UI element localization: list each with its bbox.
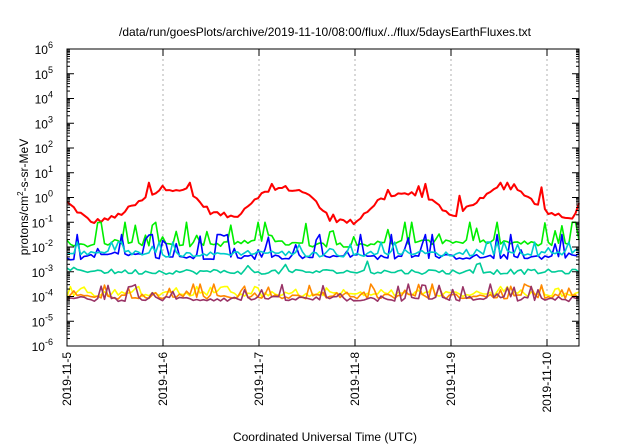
- y-tick-label: 10-2: [32, 238, 53, 255]
- y-tick-base: 10: [35, 192, 49, 206]
- y-tick-label: 100: [35, 189, 53, 206]
- y-tick-base: 10: [35, 68, 49, 82]
- y-axis: 10610510410310210110010-110-210-310-410-…: [32, 40, 579, 354]
- y-tick-base: 10: [35, 43, 49, 57]
- plot-frame: [66, 48, 580, 347]
- x-tick-label: 2019-11-8: [348, 352, 362, 406]
- x-axis: 2019-11-5 2019-11-6 2019-11-7 2019-11-8 2019…: [60, 49, 554, 413]
- y-axis-label: protons/cm2-s-sr-MeV: [16, 139, 31, 255]
- y-tick-label: 105: [35, 65, 53, 82]
- flux-series-line: [66, 283, 580, 303]
- y-tick-exp: 5: [48, 65, 53, 75]
- y-tick-exp: 4: [48, 90, 53, 100]
- y-tick-label: 102: [35, 139, 53, 156]
- x-tick-label: 2019-11-9: [444, 352, 458, 406]
- y-tick-label: 10-3: [32, 263, 53, 280]
- y-tick-exp: -4: [45, 288, 53, 298]
- y-tick-base: 10: [32, 266, 46, 280]
- x-tick-label: 2019-11-7: [252, 352, 266, 406]
- flux-series-line: [66, 181, 580, 226]
- flux-series-line: [66, 221, 580, 248]
- y-tick-exp: 2: [48, 139, 53, 149]
- y-tick-label: 10-6: [32, 337, 53, 354]
- x-axis-label: Coordinated Universal Time (UTC): [233, 430, 417, 444]
- y-tick-base: 10: [32, 315, 46, 329]
- y-tick-base: 10: [35, 117, 49, 131]
- series-layer: [66, 181, 580, 303]
- y-tick-exp: -1: [45, 213, 53, 223]
- y-tick-exp: -5: [45, 312, 53, 322]
- y-tick-label: 10-5: [32, 312, 53, 329]
- x-tick-label: 2019-11-5: [60, 352, 74, 406]
- y-tick-exp: 0: [48, 189, 53, 199]
- y-axis-label-rest: -s-sr-MeV: [17, 139, 31, 192]
- x-tick-label: 2019-11-10: [540, 352, 554, 413]
- y-tick-exp: 6: [48, 40, 53, 50]
- y-tick-base: 10: [32, 340, 46, 354]
- y-tick-label: 101: [35, 164, 53, 181]
- chart-title: /data/run/goesPlots/archive/2019-11-10/0…: [119, 25, 532, 39]
- y-axis-label-sup: 2: [16, 191, 25, 196]
- y-tick-base: 10: [32, 241, 46, 255]
- y-tick-exp: -2: [45, 238, 53, 248]
- x-tick-label: 2019-11-6: [156, 352, 170, 406]
- y-tick-base: 10: [32, 216, 46, 230]
- y-tick-exp: -6: [45, 337, 53, 347]
- flux-series-line: [66, 241, 580, 258]
- y-axis-label-main: protons/cm: [17, 196, 31, 255]
- y-tick-label: 104: [35, 90, 53, 107]
- y-tick-base: 10: [35, 93, 49, 107]
- y-tick-label: 10-1: [32, 213, 53, 230]
- y-tick-base: 10: [35, 167, 49, 181]
- y-tick-label: 106: [35, 40, 53, 57]
- y-tick-exp: -3: [45, 263, 53, 273]
- y-tick-base: 10: [35, 142, 49, 156]
- y-tick-exp: 1: [48, 164, 53, 174]
- flux-series-line: [66, 260, 580, 276]
- y-tick-label: 103: [35, 114, 53, 131]
- y-tick-exp: 3: [48, 114, 53, 124]
- y-tick-label: 10-4: [32, 288, 53, 305]
- y-tick-base: 10: [32, 291, 46, 305]
